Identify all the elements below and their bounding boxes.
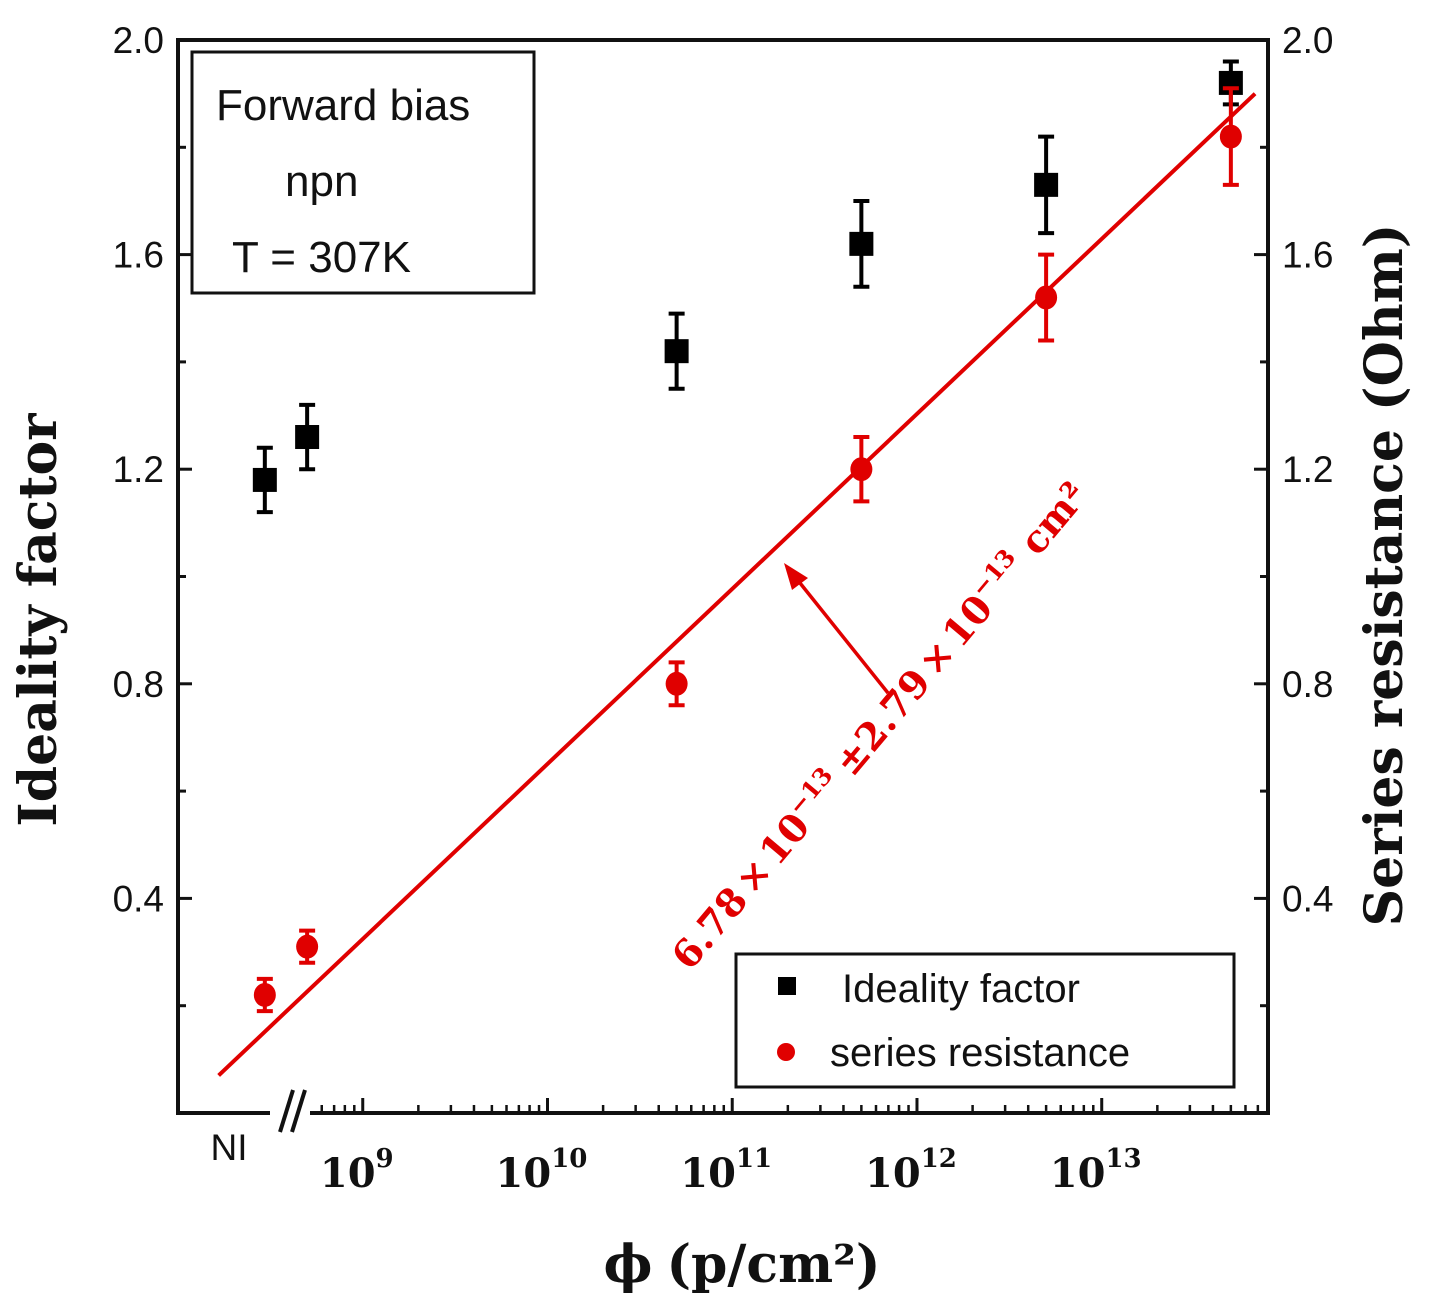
series-point bbox=[1035, 285, 1058, 310]
legend-circle-icon bbox=[777, 1043, 795, 1061]
x-tick-base: 10 bbox=[680, 1150, 736, 1197]
x-axis-ticks: 109 1010 1011 1012 1013 bbox=[320, 1098, 1260, 1197]
x-tick-exponent: 11 bbox=[736, 1144, 772, 1174]
series-point bbox=[296, 934, 319, 959]
series-point bbox=[253, 982, 276, 1007]
x-tick-base: 10 bbox=[1050, 1150, 1106, 1197]
y-tick-label-left: 1.2 bbox=[113, 449, 164, 490]
legend-label-ideality: Ideality factor bbox=[842, 967, 1080, 1011]
y-axis-title-right: Series resistance (Ohm) bbox=[1354, 224, 1415, 927]
info-box-line-3: T = 307K bbox=[232, 233, 411, 282]
y-tick-label-right: 1.6 bbox=[1282, 235, 1333, 276]
series-point bbox=[1219, 124, 1242, 149]
ideality-point bbox=[252, 467, 277, 492]
ideality-point bbox=[664, 339, 689, 364]
info-box: Forward bias npn T = 307K bbox=[190, 50, 536, 295]
x-tick-exponent: 9 bbox=[376, 1144, 394, 1174]
x-break-label: NI bbox=[211, 1127, 248, 1168]
y-tick-label-right: 0.4 bbox=[1282, 878, 1333, 919]
axis-break-icon bbox=[270, 1088, 310, 1133]
annotation-arrow bbox=[784, 563, 890, 695]
y-tick-label-left: 2.0 bbox=[113, 20, 164, 61]
fit-annotation: 6.78×10−13±2.79×10−13cm² bbox=[660, 471, 1096, 978]
y-axis-title-left: Ideality factor bbox=[8, 413, 69, 827]
x-tick-label: 109 bbox=[320, 1144, 394, 1197]
x-tick-exponent: 10 bbox=[551, 1144, 587, 1174]
x-tick-exponent: 12 bbox=[921, 1144, 957, 1174]
info-box-line-1: Forward bias bbox=[216, 81, 470, 130]
series-point bbox=[665, 671, 688, 696]
legend: Ideality factor series resistance bbox=[734, 952, 1236, 1089]
y-tick-label-right: 2.0 bbox=[1282, 20, 1333, 61]
legend-square-icon bbox=[778, 977, 796, 995]
x-tick-base: 10 bbox=[320, 1150, 376, 1197]
x-axis-title: ϕ (p/cm²) bbox=[604, 1234, 881, 1295]
y-tick-label-right: 1.2 bbox=[1282, 449, 1333, 490]
x-tick-label: 1011 bbox=[680, 1144, 772, 1197]
ideality-point bbox=[1034, 172, 1059, 197]
ideality-point bbox=[295, 425, 320, 450]
y-tick-label-left: 0.4 bbox=[113, 878, 164, 919]
x-axis-title-symbol: ϕ bbox=[604, 1234, 653, 1295]
fit-line bbox=[217, 92, 1257, 1077]
x-tick-label: 1012 bbox=[865, 1144, 957, 1197]
info-box-line-2: npn bbox=[285, 157, 358, 206]
annotation-unit: cm² bbox=[1010, 473, 1096, 563]
x-tick-base: 10 bbox=[865, 1150, 921, 1197]
ideality-point bbox=[849, 231, 874, 256]
x-tick-exponent: 13 bbox=[1105, 1144, 1141, 1174]
x-tick-label: 1013 bbox=[1050, 1144, 1142, 1197]
y-axis-ticks: 0.4 0.4 0.8 0.8 1.2 1.2 1.6 1.6 2.0 2.0 bbox=[113, 20, 1333, 1008]
data-points bbox=[252, 59, 1243, 1014]
y-tick-label-left: 1.6 bbox=[113, 235, 164, 276]
x-tick-base: 10 bbox=[496, 1150, 552, 1197]
x-tick-label: 1010 bbox=[496, 1144, 588, 1197]
legend-label-series: series resistance bbox=[830, 1031, 1130, 1075]
y-tick-label-left: 0.8 bbox=[113, 664, 164, 705]
y-tick-label-right: 0.8 bbox=[1282, 664, 1333, 705]
x-axis-title-unit: (p/cm²) bbox=[666, 1234, 880, 1295]
series-point bbox=[850, 457, 873, 482]
